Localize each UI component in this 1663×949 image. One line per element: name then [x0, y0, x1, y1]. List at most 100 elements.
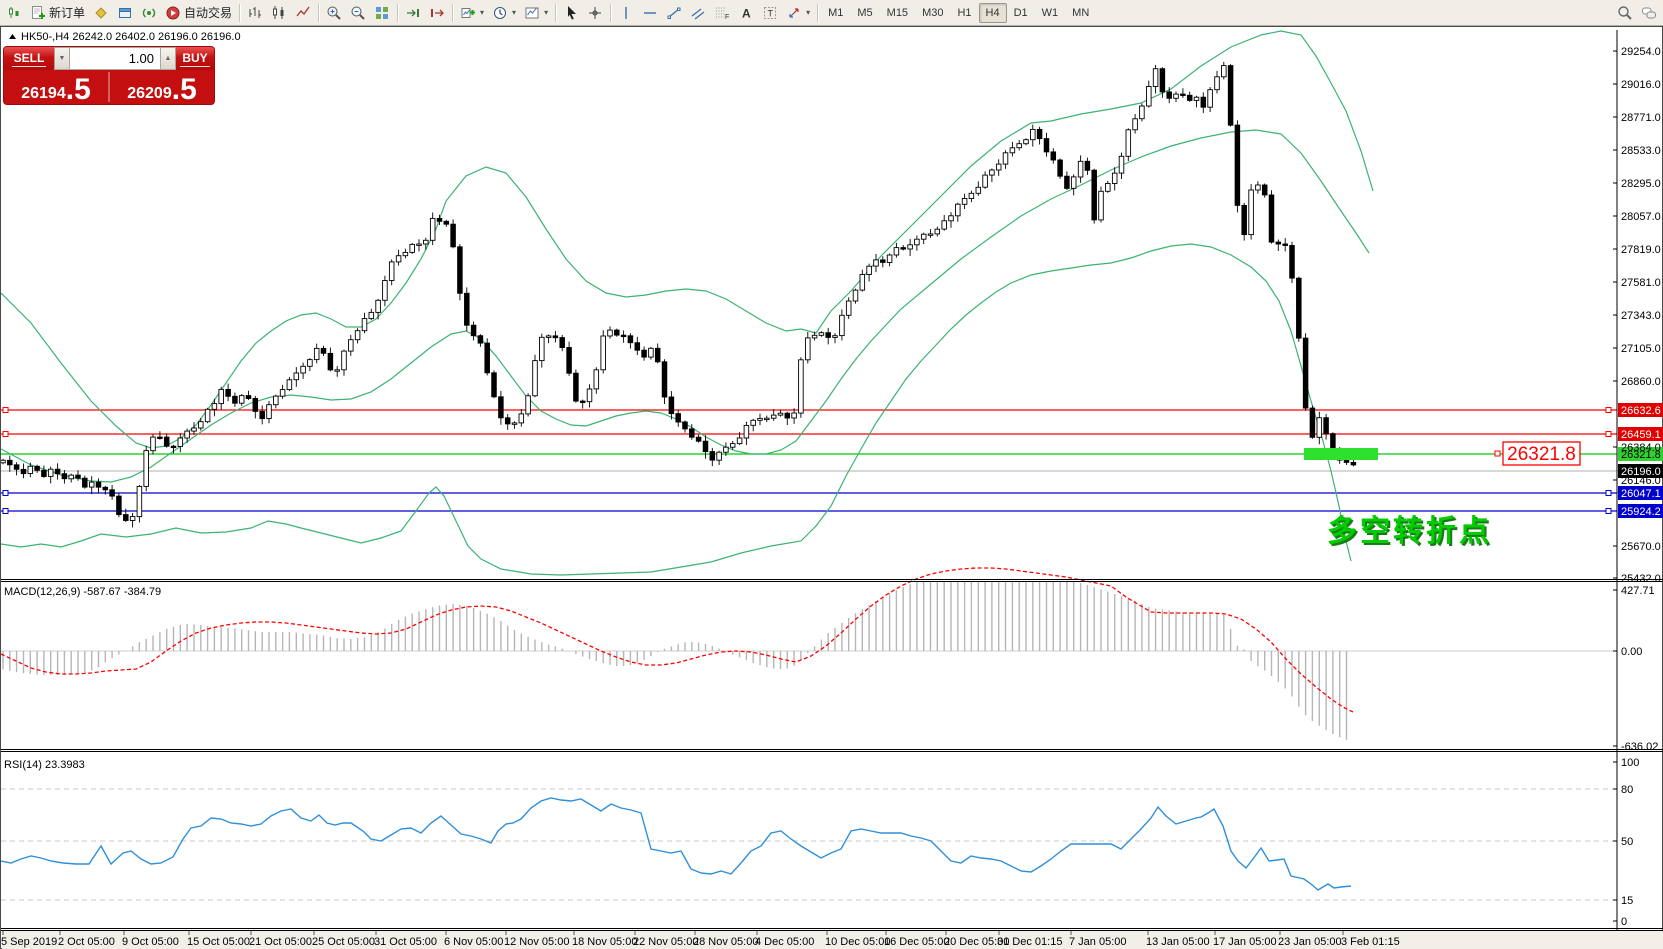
- fibo-icon: F: [714, 5, 730, 21]
- svg-text:27105.0: 27105.0: [1621, 343, 1661, 355]
- chart-mini-button[interactable]: [2, 1, 26, 25]
- timeframe-m30-button[interactable]: M30: [922, 6, 944, 19]
- crosshair-button[interactable]: [583, 1, 607, 25]
- diamond-icon: [93, 5, 109, 21]
- trend-line-button[interactable]: [662, 1, 686, 25]
- cursor-button[interactable]: [559, 1, 583, 25]
- timeframe-m5-button[interactable]: M5: [857, 6, 873, 19]
- chat-button[interactable]: [1637, 1, 1661, 25]
- fibonacci-button[interactable]: F: [710, 1, 734, 25]
- level-line-26632-6[interactable]: 26632.6: [1, 403, 1663, 417]
- volume-down-button[interactable]: ▼: [54, 47, 70, 70]
- equidistant-channel-button[interactable]: [686, 1, 710, 25]
- timeframe-m1-button[interactable]: M1: [828, 6, 844, 19]
- linechart-icon: [295, 5, 311, 21]
- new-order-label: 新订单: [49, 6, 86, 20]
- svg-text:50: 50: [1621, 836, 1633, 848]
- svg-text:26384.0: 26384.0: [1621, 442, 1661, 454]
- chevron-down-icon: ▾: [480, 8, 485, 17]
- price-badge: [1618, 447, 1663, 461]
- period-selector-button[interactable]: ▾: [488, 1, 520, 25]
- level-line-25924-2[interactable]: 25924.2: [1, 504, 1663, 518]
- price-badge: [1618, 464, 1663, 478]
- timeframe-d1-button[interactable]: D1: [1013, 6, 1028, 19]
- label-tool-button[interactable]: T: [758, 1, 782, 25]
- toolbar-separator: [239, 3, 241, 22]
- price-callout[interactable]: 26321.8: [1494, 441, 1581, 466]
- svg-text:25924.2: 25924.2: [1621, 506, 1661, 518]
- tile-windows-button[interactable]: [370, 1, 394, 25]
- bar-chart-mode-button[interactable]: [243, 1, 267, 25]
- svg-text:28295.0: 28295.0: [1621, 178, 1661, 190]
- level-line-26459-1[interactable]: 26459.1: [1, 427, 1663, 441]
- search-icon: [1617, 5, 1633, 21]
- favorites-button[interactable]: [89, 1, 113, 25]
- autotrade-icon: [165, 5, 181, 21]
- svg-text:28 Nov 05:00: 28 Nov 05:00: [693, 936, 758, 948]
- arrows-icon: [786, 5, 802, 21]
- price-axis[interactable]: 29254.0 29016.0 28771.0 28533.0 28295.0 28057…: [1613, 30, 1661, 930]
- chat-icon: [1641, 5, 1657, 21]
- time-axis[interactable]: 5 Sep 2019 2 Oct 05:00 9 Oct 05:00 15 Oct 0…: [1, 931, 1663, 949]
- text-tool-button[interactable]: A: [734, 1, 758, 25]
- auto-scroll-button[interactable]: [401, 1, 425, 25]
- volume-input[interactable]: [70, 47, 160, 70]
- zoomout-icon: [350, 5, 366, 21]
- timeframe-h1-button[interactable]: H1: [957, 6, 972, 19]
- candlestick-mode-button[interactable]: [267, 1, 291, 25]
- vertical-line-button[interactable]: [614, 1, 638, 25]
- one-click-trade-panel: SELL ▼ ▲ BUY 26194.5 26209.5: [4, 47, 214, 104]
- toolbar-separator: [318, 3, 320, 22]
- sell-button[interactable]: SELL: [4, 47, 54, 70]
- buy-price[interactable]: 26209.5: [127, 72, 197, 104]
- highlight-rectangle[interactable]: [1304, 448, 1378, 460]
- svg-text:12 Nov 05:00: 12 Nov 05:00: [504, 936, 569, 948]
- svg-text:26047.1: 26047.1: [1621, 488, 1661, 500]
- svg-text:4 Dec 05:00: 4 Dec 05:00: [755, 936, 814, 948]
- signals-button[interactable]: [137, 1, 161, 25]
- new-order-button[interactable]: 新订单: [26, 1, 89, 25]
- sell-price[interactable]: 26194.5: [21, 72, 91, 104]
- pane-separators[interactable]: [1, 579, 1663, 931]
- svg-text:26321.8: 26321.8: [1507, 444, 1576, 465]
- minichart-icon: [6, 5, 22, 21]
- svg-text:多空转折点: 多空转折点: [1329, 517, 1494, 550]
- arrow-tools-button[interactable]: ▾: [782, 1, 814, 25]
- svg-text:27819.0: 27819.0: [1621, 244, 1661, 256]
- price-badge: [1618, 427, 1663, 441]
- svg-text:0: 0: [1621, 916, 1627, 928]
- zoom-out-button[interactable]: [346, 1, 370, 25]
- chevron-down-icon: ▾: [544, 8, 549, 17]
- zoomin-icon: [326, 5, 342, 21]
- svg-text:25 Oct 05:00: 25 Oct 05:00: [312, 936, 375, 948]
- chart-canvas: 26632.6 26459.1 26321.8 26196.0 26047.1 25924…: [1, 30, 1663, 949]
- chart-shift-button[interactable]: [425, 1, 449, 25]
- svg-text:5 Sep 2019: 5 Sep 2019: [1, 936, 57, 948]
- timeframe-h4-button[interactable]: H4: [978, 2, 1007, 23]
- timeframe-mn-button[interactable]: MN: [1072, 6, 1090, 19]
- zoom-in-button[interactable]: [322, 1, 346, 25]
- svg-text:多空转折点: 多空转折点: [1327, 515, 1492, 548]
- template-icon: [524, 5, 540, 21]
- level-line-26321-8[interactable]: 26321.8: [1, 447, 1663, 461]
- volume-up-button[interactable]: ▲: [160, 47, 176, 70]
- macd-signal-line: [1, 567, 1354, 713]
- svg-text:27343.0: 27343.0: [1621, 310, 1661, 322]
- level-line-26196-0[interactable]: 26196.0: [1, 464, 1663, 478]
- bb-upper: [1, 30, 1374, 449]
- buy-button[interactable]: BUY: [176, 47, 214, 70]
- market-watch-button[interactable]: [113, 1, 137, 25]
- line-chart-mode-button[interactable]: [291, 1, 315, 25]
- svg-text:25670.0: 25670.0: [1621, 541, 1661, 553]
- new-chart-button[interactable]: ▾: [456, 1, 488, 25]
- timeframe-w1-button[interactable]: W1: [1041, 6, 1059, 19]
- auto-trading-button[interactable]: 自动交易: [161, 1, 236, 25]
- svg-text:15: 15: [1621, 895, 1633, 907]
- template-selector-button[interactable]: ▾: [520, 1, 552, 25]
- timeframe-m15-button[interactable]: M15: [886, 6, 909, 19]
- level-line-26047-1[interactable]: 26047.1: [1, 486, 1663, 500]
- svg-text:29016.0: 29016.0: [1621, 79, 1661, 91]
- horizontal-line-button[interactable]: [638, 1, 662, 25]
- search-button[interactable]: [1613, 1, 1637, 25]
